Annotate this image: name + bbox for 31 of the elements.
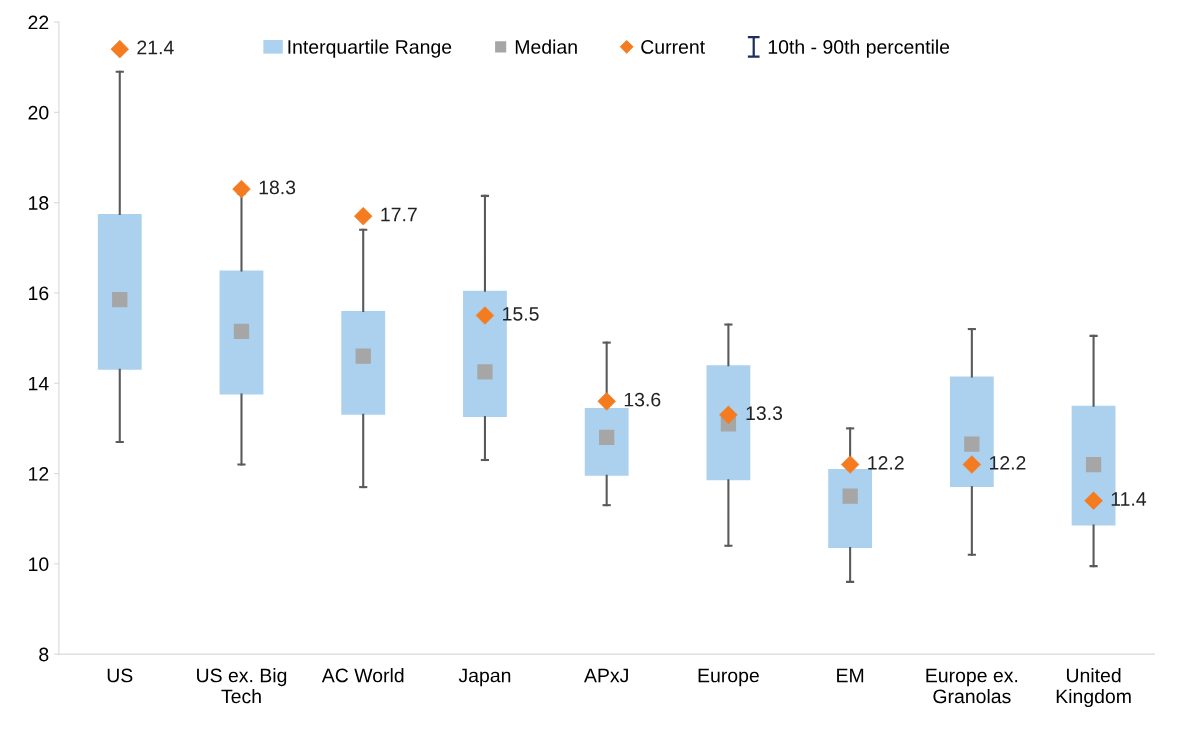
legend-label: Current: [641, 40, 705, 54]
y-tick-label: 22: [28, 15, 49, 30]
data-label: 12.2: [990, 455, 1026, 470]
x-tick-label: APxJ: [584, 668, 628, 683]
y-tick-label: 10: [29, 557, 49, 572]
data-label: 11.4: [1111, 492, 1147, 506]
data-label: 13.3: [746, 406, 783, 421]
y-tick-label: 18: [29, 196, 49, 210]
data-label: 21.4: [137, 40, 174, 55]
annotation: Median: [515, 39, 577, 54]
data-label: 15.5: [503, 307, 539, 321]
x-tick-label: AC World: [321, 668, 404, 683]
x-tick-label: Europe: [698, 668, 759, 687]
x-tick-label: Japan: [458, 668, 511, 687]
data-label: 18.3: [259, 180, 296, 195]
y-tick-label: 12: [29, 467, 49, 481]
x-tick-label: Europe ex. Granolas: [926, 668, 1018, 704]
legend-label: Interquartile Range: [288, 39, 452, 58]
y-tick-label: 16: [29, 286, 49, 301]
data-label: 12.2: [868, 455, 904, 470]
x-tick-label: US: [107, 668, 133, 683]
data-label: 13.6: [624, 392, 661, 407]
y-tick-label: 20: [28, 105, 49, 120]
annotation: 10th - 90th percentile: [768, 39, 950, 58]
y-tick-label: 8: [39, 647, 49, 662]
x-tick-label: US ex. Big Tech: [197, 668, 287, 704]
data-label: 17.7: [381, 207, 417, 222]
y-tick-label: 14: [29, 376, 49, 391]
x-tick-label: EM: [837, 668, 864, 683]
point: [719, 405, 738, 425]
x-tick-label: United Kingdom: [1056, 668, 1131, 708]
